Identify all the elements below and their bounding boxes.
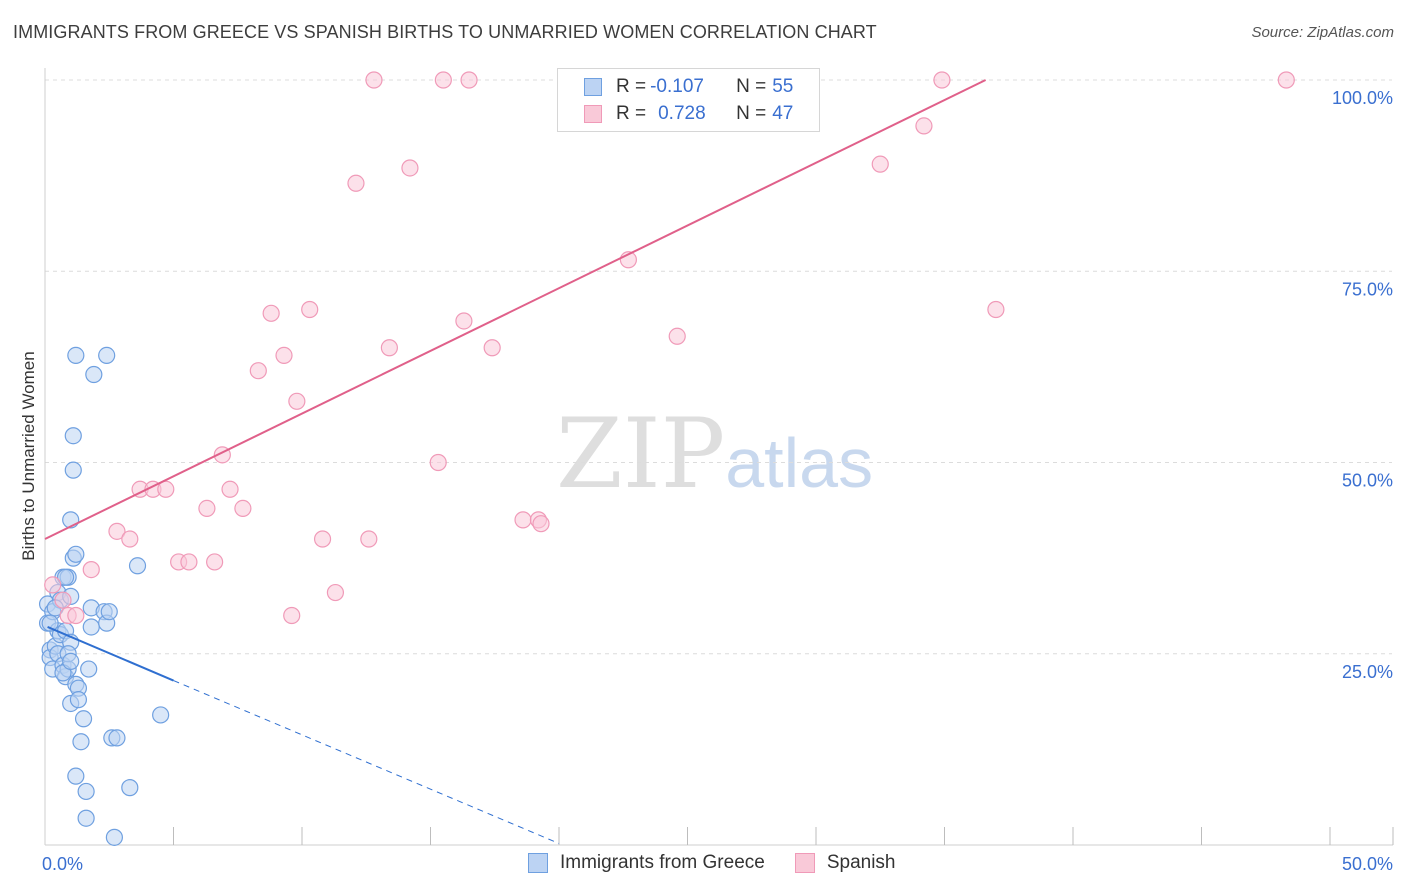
legend-r-value: 0.728 <box>658 103 706 124</box>
point-greece <box>105 828 123 846</box>
point-greece <box>77 809 95 827</box>
legend-n-label: N = <box>736 103 767 124</box>
series-label-spanish: Spanish <box>826 852 896 873</box>
series-swatch-spanish <box>794 853 815 873</box>
point-greece <box>64 427 82 445</box>
y-tick-label: 75.0% <box>1342 279 1393 299</box>
point-greece <box>152 706 170 724</box>
chart-title: IMMIGRANTS FROM GREECE VS SPANISH BIRTHS… <box>13 22 877 42</box>
point-spanish <box>483 339 501 357</box>
point-spanish <box>326 583 345 602</box>
point-spanish <box>275 346 293 364</box>
point-spanish <box>249 362 267 380</box>
point-spanish <box>915 117 933 135</box>
point-greece <box>121 779 139 797</box>
point-spanish <box>180 553 198 571</box>
legend-swatch-greece <box>584 78 602 96</box>
series-legend-spanish[interactable]: Spanish <box>794 852 896 874</box>
point-spanish <box>532 515 550 533</box>
legend-r-label: R = <box>616 103 647 124</box>
series-legend: Immigrants from Greece Spanish <box>528 852 926 874</box>
point-greece <box>108 729 126 747</box>
legend-swatch-spanish <box>584 105 602 123</box>
point-spanish <box>360 530 378 548</box>
point-greece <box>67 545 85 563</box>
series-label-greece: Immigrants from Greece <box>560 852 765 873</box>
point-spanish <box>283 606 301 625</box>
x-tick-label: 0.0% <box>42 854 83 874</box>
point-spanish <box>347 174 365 192</box>
point-greece <box>77 782 95 801</box>
point-spanish <box>108 522 126 540</box>
point-greece <box>74 710 93 728</box>
source-label: Source: ZipAtlas.com <box>1251 24 1394 41</box>
point-spanish <box>121 530 139 548</box>
point-greece <box>41 614 59 632</box>
point-greece <box>80 660 98 678</box>
point-greece <box>67 767 85 785</box>
point-greece <box>128 557 147 575</box>
point-greece <box>67 346 85 364</box>
legend-n-label: N = <box>736 76 767 97</box>
y-tick-label: 25.0% <box>1342 662 1393 682</box>
point-spanish <box>67 606 85 625</box>
point-spanish <box>1277 71 1295 89</box>
point-spanish <box>82 560 100 579</box>
point-greece <box>56 568 75 586</box>
point-spanish <box>301 300 319 319</box>
legend-r-value: -0.107 <box>650 76 704 97</box>
point-greece <box>62 652 80 671</box>
point-greece <box>64 461 82 479</box>
series-legend-greece[interactable]: Immigrants from Greece <box>528 852 765 874</box>
point-greece <box>98 346 116 364</box>
trendline-spanish <box>44 79 987 540</box>
point-spanish <box>157 480 175 498</box>
point-spanish <box>460 71 478 89</box>
point-spanish <box>198 499 216 517</box>
point-spanish <box>871 155 889 173</box>
point-spanish <box>401 159 419 177</box>
point-greece <box>69 691 88 709</box>
trendline-greece-extension <box>173 680 560 844</box>
stats-legend: R = -0.107 N = 55 R = 0.728 N = 47 <box>557 68 820 132</box>
trendline-greece <box>47 626 174 682</box>
point-spanish <box>380 339 398 357</box>
y-tick-label: 100.0% <box>1332 88 1393 108</box>
legend-row-spanish: R = 0.728 N = 47 <box>584 102 793 126</box>
point-spanish <box>44 576 62 594</box>
point-greece <box>100 603 118 621</box>
point-spanish <box>987 300 1005 319</box>
legend-n-value: 47 <box>772 103 794 124</box>
point-spanish <box>434 71 452 89</box>
point-greece <box>72 733 90 751</box>
point-spanish <box>262 304 280 322</box>
point-spanish <box>221 480 239 498</box>
legend-n-value: 55 <box>772 76 794 97</box>
watermark-zip: ZIP <box>556 398 726 510</box>
point-spanish <box>54 591 72 609</box>
point-spanish <box>206 553 224 571</box>
point-spanish <box>668 327 686 345</box>
y-axis-label: Births to Unmarried Women <box>19 351 38 561</box>
point-spanish <box>234 499 252 517</box>
x-tick-label: 50.0% <box>1342 854 1393 874</box>
point-spanish <box>933 71 951 89</box>
point-spanish <box>429 453 447 472</box>
point-spanish <box>313 530 332 548</box>
y-tick-label: 50.0% <box>1342 471 1393 491</box>
point-greece <box>85 365 103 384</box>
point-spanish <box>455 312 473 330</box>
legend-r-label: R = <box>616 76 647 97</box>
point-spanish <box>365 71 383 89</box>
point-spanish <box>514 511 532 529</box>
legend-row-greece: R = -0.107 N = 55 <box>584 75 793 99</box>
point-spanish <box>288 392 306 410</box>
point-greece <box>82 618 100 636</box>
series-swatch-greece <box>528 853 548 873</box>
